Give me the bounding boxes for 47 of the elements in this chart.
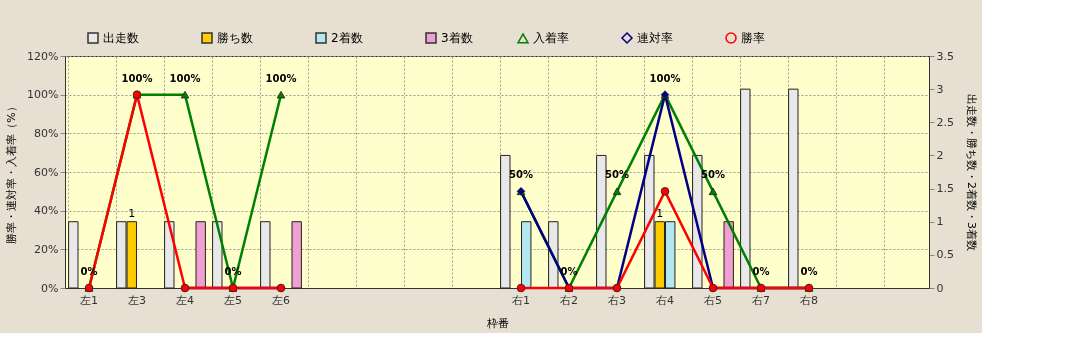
data-label: 0% bbox=[560, 266, 578, 277]
x-tick-label: 左4 bbox=[176, 293, 194, 307]
x-tick-label: 左6 bbox=[272, 293, 290, 307]
legend-label: 勝ち数 bbox=[217, 31, 253, 45]
x-tick-label: 右3 bbox=[608, 293, 626, 307]
y2-tick-label: 3.5 bbox=[936, 49, 954, 63]
x-tick-label: 右2 bbox=[560, 293, 578, 307]
x-tick-label: 右5 bbox=[704, 293, 722, 307]
data-label: 100% bbox=[649, 72, 681, 84]
y2-tick-label: 2 bbox=[936, 148, 944, 162]
y-tick-label: 40% bbox=[34, 204, 59, 218]
data-label: 100% bbox=[265, 72, 297, 84]
x-tick-label: 左3 bbox=[128, 293, 146, 307]
x-axis-title: 枠番 bbox=[485, 316, 509, 330]
x-tick-label: 右8 bbox=[800, 293, 818, 307]
y2-tick-label: 0 bbox=[936, 281, 944, 295]
data-label: 100% bbox=[121, 72, 153, 84]
y-tick-label: 60% bbox=[34, 165, 59, 179]
y2-axis-title: 出走数・勝ち数・2着数・3着数 bbox=[964, 94, 978, 251]
data-label: 0% bbox=[800, 266, 818, 277]
y2-tick-label: 0.5 bbox=[936, 248, 954, 262]
y-axis-title: 勝率・連対率・入着率（%） bbox=[5, 101, 19, 244]
y2-tick-label: 1 bbox=[936, 215, 944, 229]
legend-label: 連対率 bbox=[637, 31, 673, 45]
y-tick-label: 20% bbox=[34, 242, 59, 256]
y-tick-label: 0% bbox=[41, 281, 59, 295]
data-label: 100% bbox=[169, 72, 201, 84]
legend-label: 入着率 bbox=[533, 31, 569, 46]
data-label: 1 bbox=[128, 206, 136, 220]
x-tick-label: 右1 bbox=[512, 293, 530, 307]
y2-tick-label: 2.5 bbox=[936, 115, 954, 129]
y2-tick-label: 3 bbox=[936, 82, 944, 96]
legend-label: 勝率 bbox=[741, 31, 765, 45]
y-tick-label: 80% bbox=[34, 126, 59, 140]
x-tick-label: 左1 bbox=[80, 293, 98, 307]
x-tick-label: 左5 bbox=[224, 293, 242, 307]
x-tick-label: 右7 bbox=[752, 293, 770, 307]
y2-tick-label: 1.5 bbox=[936, 182, 954, 196]
y-tick-label: 120% bbox=[27, 49, 59, 63]
y-tick-label: 100% bbox=[27, 88, 59, 102]
data-label: 0% bbox=[752, 266, 770, 277]
legend-label: 2着数 bbox=[331, 31, 363, 45]
legend-label: 3着数 bbox=[441, 31, 473, 45]
x-tick-label: 右4 bbox=[656, 293, 674, 307]
data-label: 1 bbox=[656, 206, 664, 220]
legend-label: 出走数 bbox=[103, 31, 139, 45]
data-label: 50% bbox=[509, 169, 533, 181]
